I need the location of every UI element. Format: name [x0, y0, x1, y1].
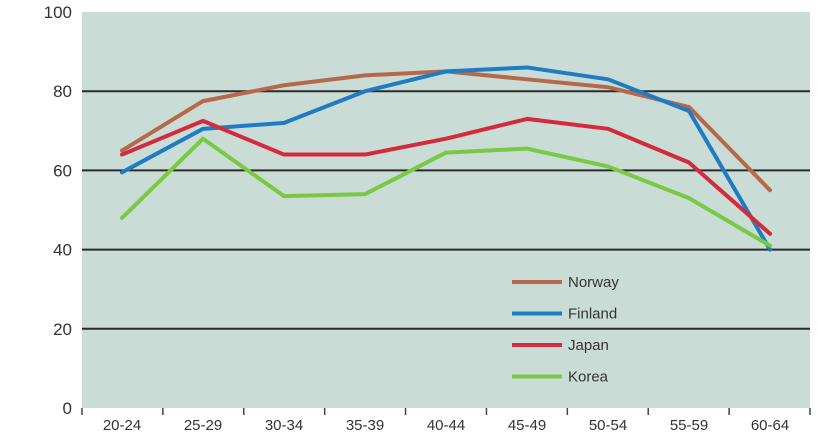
series-line-japan [120, 116, 772, 236]
y-tick-label: 40 [53, 241, 72, 260]
x-tick-label: 40-44 [427, 417, 465, 434]
y-tick-label: 80 [53, 82, 72, 101]
x-axis: 20-24 25-29 30-34 35-39 40-44 45-49 50-54 55-59… [81, 408, 811, 434]
y-tick-label: 20 [53, 320, 72, 339]
y-tick-label: 60 [53, 161, 72, 180]
plot-area [82, 12, 810, 408]
y-tick-label: 0 [63, 399, 72, 418]
y-axis: 0 20 40 60 80 100 [44, 3, 72, 418]
series-line-korea [120, 136, 772, 248]
x-tick-label: 30-34 [265, 417, 303, 434]
x-tick-label: 35-39 [346, 417, 384, 434]
x-tick-label: 50-54 [589, 417, 627, 434]
legend-label-korea: Korea [568, 369, 609, 386]
y-tick-label: 100 [44, 3, 72, 22]
x-tick-label: 60-64 [751, 417, 789, 434]
x-tick-label: 20-24 [103, 417, 141, 434]
x-tick-label: 45-49 [508, 417, 546, 434]
gridlines [82, 90, 810, 330]
series-lines [120, 65, 772, 252]
x-tick-label: 25-29 [184, 417, 222, 434]
legend-label-japan: Japan [568, 337, 609, 354]
legend-label-finland: Finland [568, 306, 617, 323]
legend-label-norway: Norway [568, 274, 619, 291]
legend: Norway Finland Japan Korea [512, 274, 619, 386]
x-tick-label: 55-59 [670, 417, 708, 434]
series-line-finland [120, 65, 772, 252]
